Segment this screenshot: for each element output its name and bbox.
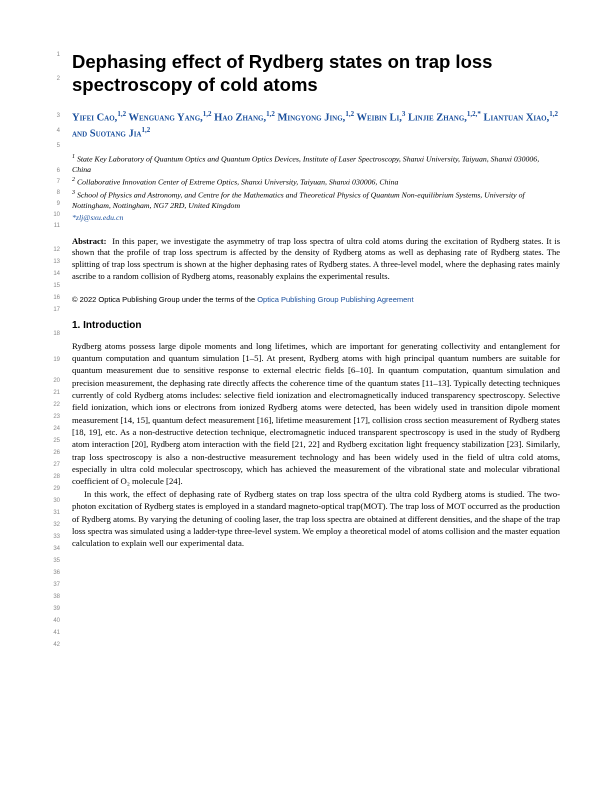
email-link[interactable]: zlj@sxu.edu.cn xyxy=(76,213,123,222)
intro-para-1: Rydberg atoms possess large dipole momen… xyxy=(72,340,560,488)
line-number: 22 xyxy=(48,402,60,408)
affiliation: 3 School of Physics and Astronomy, and C… xyxy=(72,189,560,212)
abstract-text: In this paper, we investigate the asymme… xyxy=(72,236,560,282)
line-number: 31 xyxy=(48,510,60,516)
line-number: 13 xyxy=(48,259,60,265)
line-number: 5 xyxy=(48,143,60,149)
line-number: 19 xyxy=(48,357,60,363)
line-number: 28 xyxy=(48,474,60,480)
affiliations-block: 1 State Key Laboratory of Quantum Optics… xyxy=(72,153,560,212)
line-number: 7 xyxy=(48,179,60,185)
line-number: 39 xyxy=(48,606,60,612)
line-number: 41 xyxy=(48,630,60,636)
line-number: 8 xyxy=(48,190,60,196)
copyright-text: © 2022 Optica Publishing Group under the… xyxy=(72,295,257,304)
line-number: 33 xyxy=(48,534,60,540)
abstract-label: Abstract: xyxy=(72,236,106,246)
line-number: 2 xyxy=(48,76,60,82)
line-number: 35 xyxy=(48,558,60,564)
line-number: 42 xyxy=(48,642,60,648)
line-number: 24 xyxy=(48,426,60,432)
line-number: 11 xyxy=(48,223,60,229)
line-number: 14 xyxy=(48,271,60,277)
line-number: 10 xyxy=(48,212,60,218)
author-list: Yifei Cao,1,2 Wenguang Yang,1,2 Hao Zhan… xyxy=(72,110,560,142)
paper-title: Dephasing effect of Rydberg states on tr… xyxy=(72,50,560,96)
line-number: 9 xyxy=(48,201,60,207)
line-number: 25 xyxy=(48,438,60,444)
line-number: 12 xyxy=(48,247,60,253)
affiliation: 2 Collaborative Innovation Center of Ext… xyxy=(72,176,560,188)
line-number: 1 xyxy=(48,52,60,58)
line-number: 29 xyxy=(48,486,60,492)
line-number: 36 xyxy=(48,570,60,576)
line-number: 40 xyxy=(48,618,60,624)
line-number: 6 xyxy=(48,168,60,174)
line-number: 15 xyxy=(48,283,60,289)
line-number: 23 xyxy=(48,414,60,420)
line-number: 32 xyxy=(48,522,60,528)
line-number: 21 xyxy=(48,390,60,396)
intro-para-2: In this work, the effect of dephasing ra… xyxy=(72,488,560,550)
line-number: 37 xyxy=(48,582,60,588)
abstract-block: Abstract: In this paper, we investigate … xyxy=(72,236,560,284)
copyright-link[interactable]: Optica Publishing Group Publishing Agree… xyxy=(257,295,413,304)
line-number: 17 xyxy=(48,307,60,313)
copyright-line: © 2022 Optica Publishing Group under the… xyxy=(72,295,560,305)
corresponding-email: *zlj@sxu.edu.cn xyxy=(72,213,560,224)
line-number: 38 xyxy=(48,594,60,600)
line-number: 26 xyxy=(48,450,60,456)
line-number: 16 xyxy=(48,295,60,301)
line-number: 30 xyxy=(48,498,60,504)
affiliation: 1 State Key Laboratory of Quantum Optics… xyxy=(72,153,560,176)
line-number: 3 xyxy=(48,113,60,119)
line-number: 20 xyxy=(48,378,60,384)
line-number: 18 xyxy=(48,331,60,337)
line-number: 27 xyxy=(48,462,60,468)
line-number: 34 xyxy=(48,546,60,552)
line-number: 4 xyxy=(48,128,60,134)
section-heading-1: 1. Introduction xyxy=(72,319,560,333)
